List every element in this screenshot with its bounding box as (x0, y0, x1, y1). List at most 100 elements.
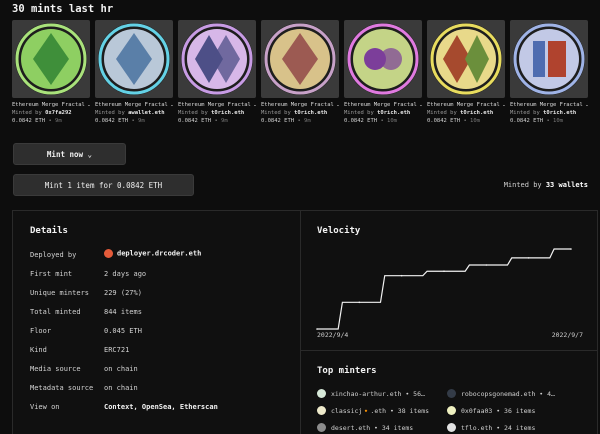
velocity-point (485, 264, 488, 266)
nft-artwork (98, 23, 170, 95)
velocity-title: Velocity (317, 226, 361, 236)
recent-mints-row: Ethereum Merge Fractal … Minted by 0x7fa… (12, 20, 600, 132)
view-on-links[interactable]: Context, OpenSea, Etherscan (104, 403, 218, 411)
details-section: Details Deployed by deployer.drcoder.eth… (13, 211, 301, 434)
velocity-point (570, 248, 572, 250)
velocity-point (400, 274, 403, 277)
detail-value: on chain (104, 384, 138, 392)
nft-price: 0.0842 ETH • 10m (427, 118, 480, 124)
velocity-point (358, 301, 361, 304)
x-tick-start: 2022/9/4 (317, 331, 349, 339)
nft-minted-by: Minted by t0rich.eth (178, 110, 245, 116)
detail-value: ERC721 (104, 346, 130, 354)
detail-label: First mint (30, 270, 73, 278)
detail-value: 229 (27%) (104, 289, 142, 297)
nft-image[interactable] (344, 20, 422, 98)
nft-minted-by: Minted by t0rich.eth (427, 110, 494, 116)
nft-card[interactable]: Ethereum Merge Fractal … Minted by 0x7fa… (12, 20, 90, 124)
nft-minted-by: Minted by t0rich.eth (344, 110, 411, 116)
velocity-point (527, 257, 530, 259)
nft-name[interactable]: Ethereum Merge Fractal … (427, 102, 505, 108)
mint-now-button[interactable]: Mint now ⌄ (13, 143, 126, 165)
nft-price: 0.0842 ETH • 9m (178, 118, 228, 124)
minter-item[interactable]: 0x0faa03 • 36 items (447, 406, 535, 415)
nft-minted-by: Minted by 0x7fa292 (12, 110, 72, 116)
nft-card[interactable]: Ethereum Merge Fractal … Minted by t0ric… (261, 20, 339, 124)
detail-label: Total minted (30, 308, 81, 316)
minter-link[interactable]: t0rich.eth (460, 110, 494, 116)
minter-avatar (447, 406, 456, 415)
nft-artwork (347, 23, 419, 95)
minter-link[interactable]: t0rich.eth (377, 110, 411, 116)
detail-label: Floor (30, 327, 52, 335)
minter-link[interactable]: t0rich.eth (543, 110, 577, 116)
minter-link[interactable]: t0rich.eth (294, 110, 328, 116)
minter-avatar (317, 423, 326, 432)
deployer-link[interactable]: deployer.drcoder.eth (104, 249, 201, 258)
detail-value: 0.045 ETH (104, 327, 142, 335)
detail-value: 844 items (104, 308, 142, 316)
nft-price: 0.0842 ETH • 9m (95, 118, 145, 124)
mint-item-button[interactable]: Mint 1 item for 0.0842 ETH (13, 174, 194, 196)
minter-link[interactable]: t0rich.eth (211, 110, 245, 116)
nft-card[interactable]: Ethereum Merge Fractal … Minted by t0ric… (427, 20, 505, 124)
detail-label: View on (30, 403, 60, 411)
top-minters-section: Top minters xinchao-arthur.eth • 56… rob… (301, 351, 597, 434)
nft-name[interactable]: Ethereum Merge Fractal … (95, 102, 173, 108)
nft-artwork (15, 23, 87, 95)
velocity-chart (316, 248, 572, 330)
minter-avatar (317, 389, 326, 398)
nft-image[interactable] (178, 20, 256, 98)
nft-image[interactable] (510, 20, 588, 98)
minter-item[interactable]: classicj🔸.eth • 38 items (317, 406, 429, 415)
nft-card[interactable]: Ethereum Merge Fractal … Minted by t0ric… (178, 20, 256, 124)
nft-image[interactable] (261, 20, 339, 98)
details-title: Details (30, 226, 68, 236)
minter-item[interactable]: robocopsgonemad.eth • 4… (447, 389, 555, 398)
nft-minted-by: Minted by t0rich.eth (261, 110, 328, 116)
nft-name[interactable]: Ethereum Merge Fractal … (510, 102, 588, 108)
nft-card[interactable]: Ethereum Merge Fractal … Minted by awall… (95, 20, 173, 124)
nft-artwork (181, 23, 253, 95)
minter-avatar (447, 423, 456, 432)
nft-artwork (513, 23, 585, 95)
nft-price: 0.0842 ETH • 10m (344, 118, 397, 124)
minter-avatar (317, 406, 326, 415)
nft-price: 0.0842 ETH • 10m (510, 118, 563, 124)
nft-name[interactable]: Ethereum Merge Fractal … (178, 102, 256, 108)
x-tick-end: 2022/9/7 (551, 331, 583, 339)
nft-name[interactable]: Ethereum Merge Fractal … (261, 102, 339, 108)
nft-price: 0.0842 ETH • 9m (12, 118, 62, 124)
nft-artwork (430, 23, 502, 95)
velocity-series-line (317, 248, 571, 330)
nft-image[interactable] (12, 20, 90, 98)
velocity-point (443, 270, 445, 273)
detail-label: Media source (30, 365, 81, 373)
minter-avatar (447, 389, 456, 398)
nft-card[interactable]: Ethereum Merge Fractal … Minted by t0ric… (510, 20, 588, 124)
detail-value: 2 days ago (104, 270, 147, 278)
nft-name[interactable]: Ethereum Merge Fractal … (344, 102, 422, 108)
nft-image[interactable] (95, 20, 173, 98)
minter-link[interactable]: awallet.eth (128, 110, 165, 116)
detail-value: on chain (104, 365, 138, 373)
nft-card[interactable]: Ethereum Merge Fractal … Minted by t0ric… (344, 20, 422, 124)
minter-link[interactable]: 0x7fa292 (45, 110, 72, 116)
nft-name[interactable]: Ethereum Merge Fractal … (12, 102, 90, 108)
stats-panel: Details Deployed by deployer.drcoder.eth… (12, 210, 598, 434)
nft-image[interactable] (427, 20, 505, 98)
velocity-section: Velocity 2022/9/4 2022/9/7 (301, 211, 597, 351)
minted-by-wallets: Minted by 33 wallets (503, 181, 588, 189)
velocity-point (316, 328, 318, 330)
minter-item[interactable]: desert.eth • 34 items (317, 423, 413, 432)
nft-price: 0.0842 ETH • 9m (261, 118, 311, 124)
minter-item[interactable]: tflo.eth • 24 items (447, 423, 535, 432)
detail-label: Metadata source (30, 384, 94, 392)
page-title: 30 mints last hr (12, 3, 114, 15)
top-minters-title: Top minters (317, 366, 377, 376)
deployer-avatar (104, 249, 113, 258)
nft-minted-by: Minted by t0rich.eth (510, 110, 577, 116)
minter-item[interactable]: xinchao-arthur.eth • 56… (317, 389, 425, 398)
detail-label: Kind (30, 346, 47, 354)
detail-label: Unique minters (30, 289, 90, 297)
